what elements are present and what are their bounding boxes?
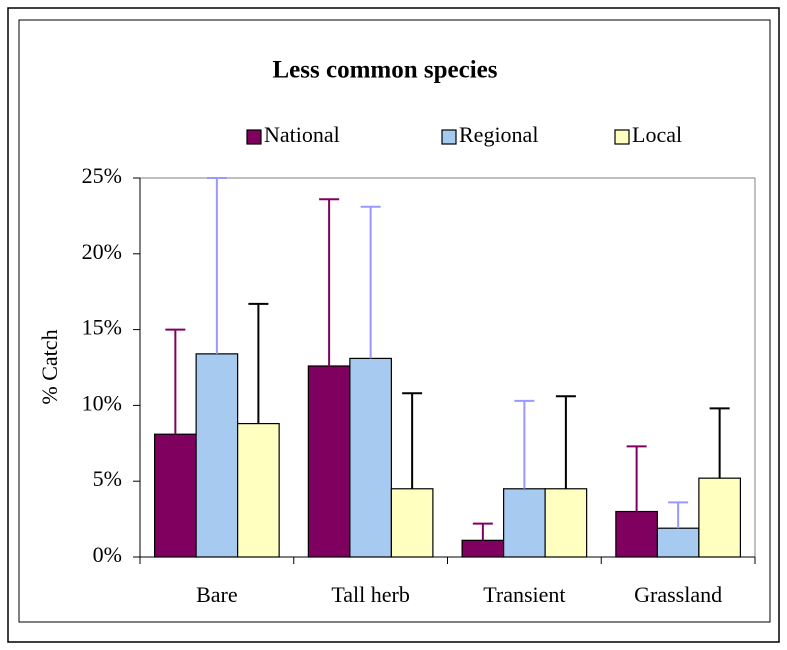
bar (237, 422, 280, 558)
bar (544, 488, 588, 558)
bars (154, 177, 741, 558)
y-tick-label: 25% (82, 163, 122, 188)
y-tick-label: 5% (93, 466, 122, 491)
bar (195, 353, 239, 558)
legend-swatch (614, 129, 630, 145)
bar (698, 477, 741, 558)
error-bar (165, 328, 186, 435)
error-bar (206, 177, 227, 354)
error-bar (319, 198, 340, 366)
x-tick-label: Transient (483, 582, 565, 607)
error-bar (360, 205, 381, 359)
error-bar (402, 392, 423, 489)
legend-label: National (264, 122, 340, 147)
bar (461, 539, 505, 558)
legend-label: Local (632, 122, 682, 147)
y-tick-label: 0% (93, 542, 122, 567)
bar (503, 488, 546, 558)
error-bar (514, 399, 535, 489)
bar (390, 488, 434, 558)
x-tick-label: Grassland (634, 582, 722, 607)
y-axis-label: % Catch (37, 329, 62, 404)
error-bar (626, 445, 647, 512)
legend-swatch (246, 129, 262, 145)
y-tick-label: 20% (82, 239, 122, 264)
error-bar (472, 522, 493, 541)
bar (615, 510, 658, 558)
legend-label: Regional (459, 122, 538, 147)
error-bar (248, 302, 269, 424)
bar (349, 357, 392, 558)
y-tick-label: 15% (82, 315, 122, 340)
legend-swatch (441, 129, 457, 145)
x-tick-label: Tall herb (331, 582, 409, 607)
chart-title: Less common species (273, 57, 498, 84)
bar (154, 433, 197, 558)
error-bar (668, 501, 689, 529)
bar (656, 527, 700, 558)
y-tick-label: 10% (82, 390, 122, 415)
bar (307, 365, 351, 558)
error-bar (709, 407, 730, 479)
error-bar (555, 395, 576, 489)
x-tick-label: Bare (196, 582, 238, 607)
